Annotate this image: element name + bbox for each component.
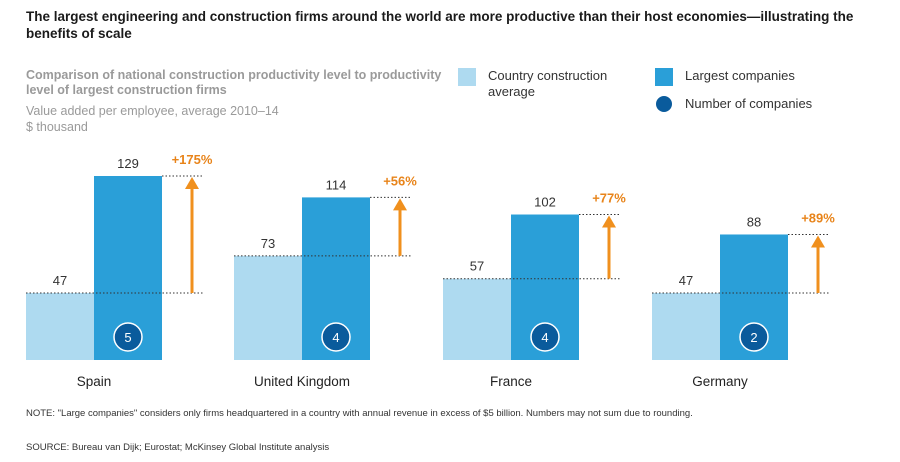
chart-units-caption: Value added per employee, average 2010–1… (26, 104, 279, 118)
category-label-united-kingdom: United Kingdom (254, 374, 350, 389)
category-label-germany: Germany (692, 374, 748, 389)
chart-subtitle: Comparison of national construction prod… (26, 68, 442, 97)
bar-country-france (443, 278, 511, 360)
value-label-country-germany: 47 (679, 273, 693, 288)
legend-largest-swatch (655, 68, 673, 86)
company-count-dot-united-kingdom (321, 322, 351, 352)
bar-country-germany (652, 292, 720, 360)
bar-country-spain (26, 292, 94, 360)
company-count-label-france: 4 (541, 330, 548, 345)
legend-largest-label: Largest companies (685, 68, 795, 83)
value-label-country-united-kingdom: 73 (261, 236, 275, 251)
legend-number-dot (656, 96, 672, 112)
category-label-spain: Spain (77, 374, 112, 389)
company-count-label-spain: 5 (124, 330, 131, 345)
value-label-largest-germany: 88 (747, 214, 761, 229)
value-label-country-france: 57 (470, 259, 484, 274)
legend-country-swatch (458, 68, 476, 86)
pct-difference-label-france: +77% (592, 191, 626, 206)
value-label-country-spain: 47 (53, 273, 67, 288)
company-count-dot-france (530, 322, 560, 352)
legend-country-label: Country construction average (488, 68, 608, 99)
productivity-chart: 47 129 5 +175% Spain 73 114 4 +56% United Kingdom… (26, 152, 835, 389)
value-label-largest-united-kingdom: 114 (326, 177, 347, 192)
company-count-label-united-kingdom: 4 (332, 330, 339, 345)
arrow-head-united-kingdom (393, 198, 407, 211)
pct-difference-label-united-kingdom: +56% (383, 173, 417, 188)
company-count-dot-spain (113, 322, 143, 352)
arrow-head-germany (811, 235, 825, 248)
category-label-france: France (490, 374, 532, 389)
company-count-label-germany: 2 (750, 330, 757, 345)
chart-source: SOURCE: Bureau van Dijk; Eurostat; McKin… (26, 442, 330, 453)
value-label-largest-france: 102 (534, 195, 556, 210)
pct-difference-label-spain: +175% (172, 152, 213, 167)
arrow-head-spain (185, 177, 199, 189)
company-count-dot-germany (739, 322, 769, 352)
chart-currency-caption: $ thousand (26, 120, 88, 134)
legend-number-label: Number of companies (685, 96, 813, 111)
value-label-largest-spain: 129 (117, 156, 139, 171)
chart-headline: The largest engineering and construction… (26, 9, 854, 41)
chart-note: NOTE: "Large companies" considers only f… (26, 408, 693, 419)
bar-country-united-kingdom (234, 255, 302, 360)
pct-difference-label-germany: +89% (801, 210, 835, 225)
arrow-head-france (602, 215, 616, 228)
